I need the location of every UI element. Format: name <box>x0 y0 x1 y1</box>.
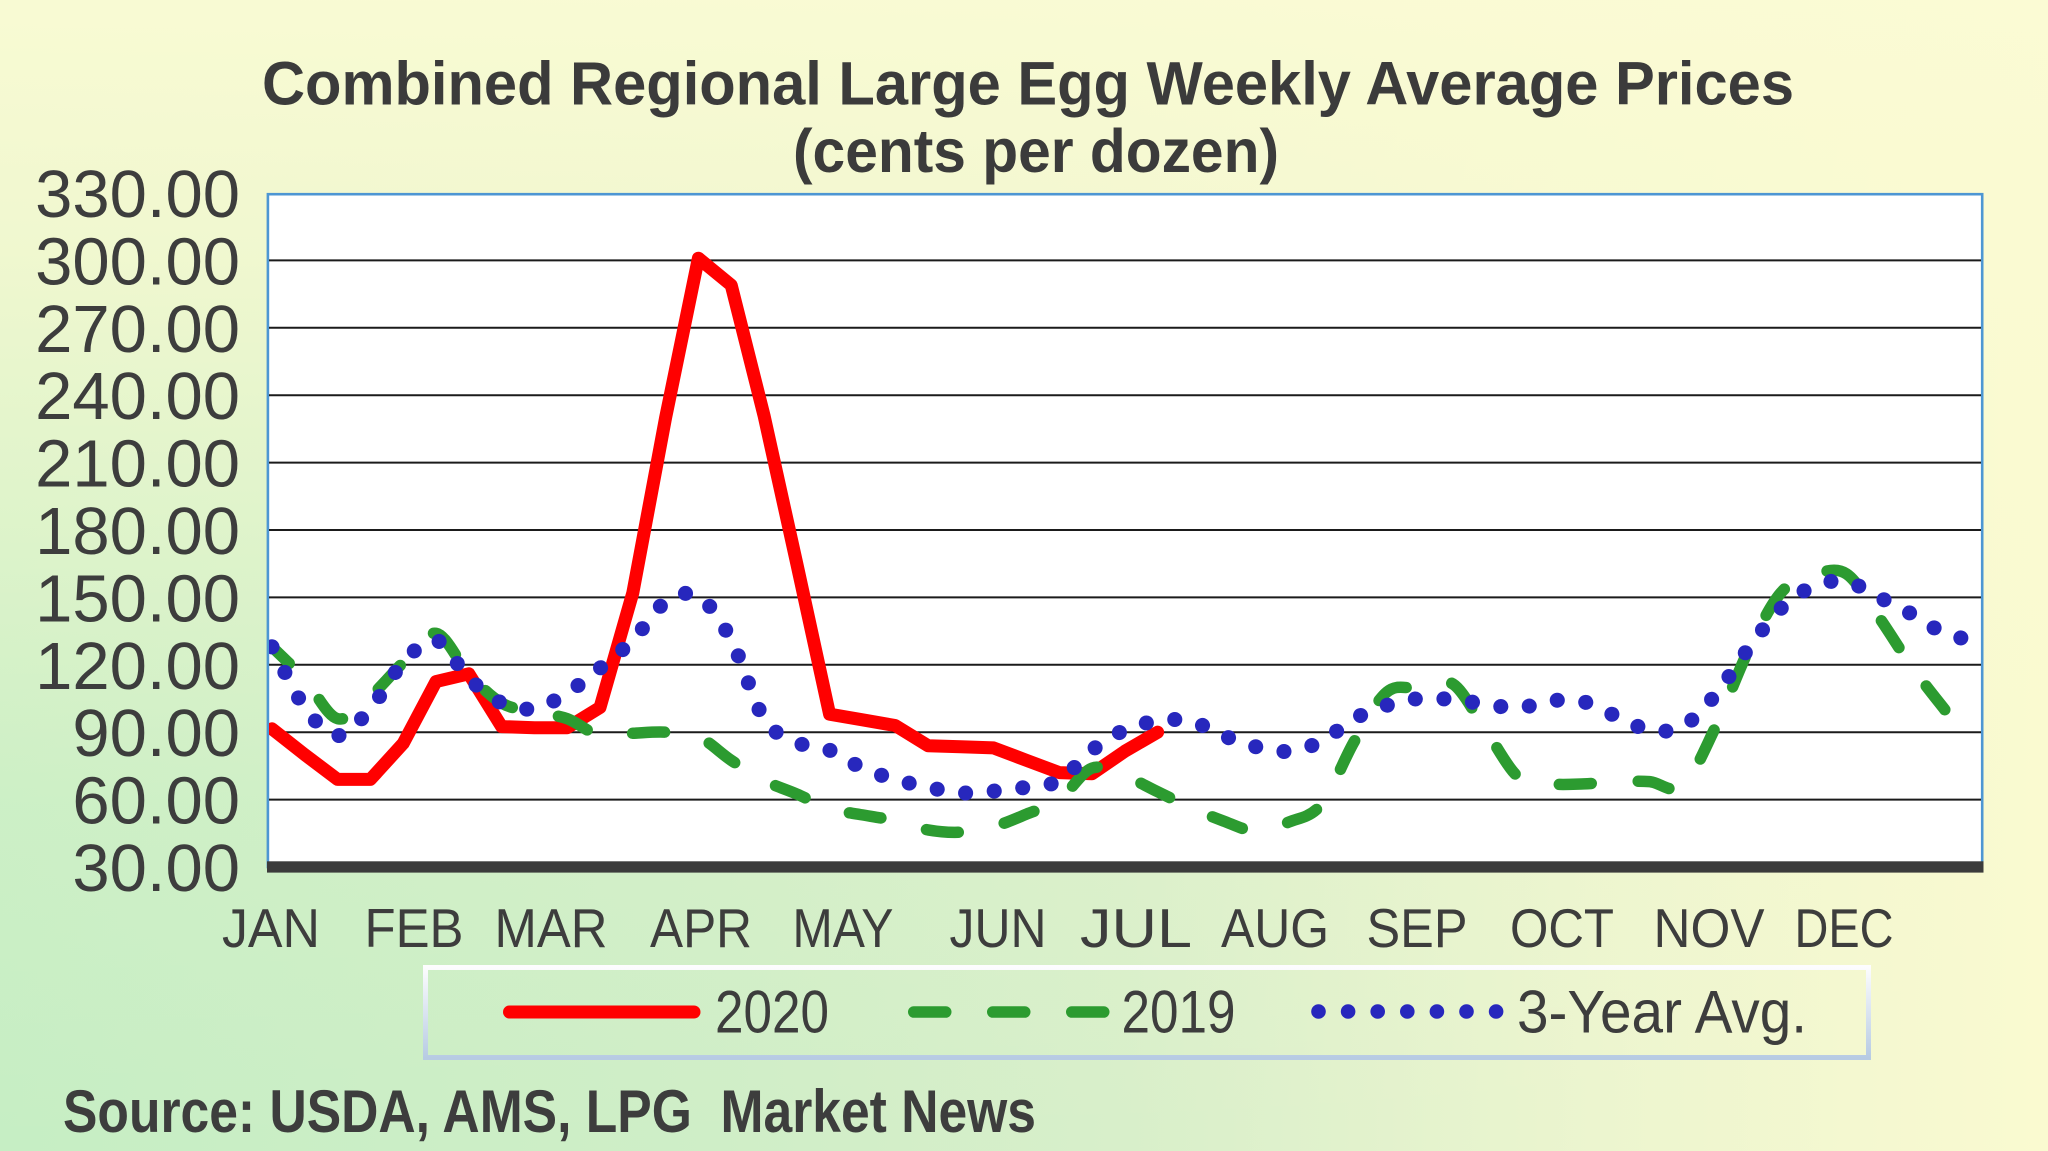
svg-text:JAN: JAN <box>222 897 320 959</box>
svg-text:AUG: AUG <box>1221 897 1329 959</box>
svg-text:300.00: 300.00 <box>35 224 240 299</box>
svg-text:2019: 2019 <box>1122 979 1236 1046</box>
svg-text:270.00: 270.00 <box>35 292 240 367</box>
svg-text:MAY: MAY <box>793 897 894 959</box>
svg-text:JUN: JUN <box>950 897 1047 959</box>
svg-text:MAR: MAR <box>495 897 608 959</box>
svg-text:90.00: 90.00 <box>72 696 240 771</box>
svg-text:240.00: 240.00 <box>35 359 240 434</box>
svg-text:3-Year Avg.: 3-Year Avg. <box>1517 979 1807 1046</box>
svg-text:SEP: SEP <box>1367 897 1468 959</box>
svg-text:FEB: FEB <box>365 897 464 959</box>
svg-text:30.00: 30.00 <box>72 831 240 906</box>
svg-text:330.00: 330.00 <box>35 157 240 232</box>
svg-text:OCT: OCT <box>1510 897 1614 959</box>
svg-text:120.00: 120.00 <box>35 629 240 704</box>
svg-text:APR: APR <box>650 897 752 959</box>
svg-text:2020: 2020 <box>715 979 829 1046</box>
svg-text:NOV: NOV <box>1654 897 1765 959</box>
svg-text:210.00: 210.00 <box>35 427 240 502</box>
svg-text:180.00: 180.00 <box>35 494 240 569</box>
svg-text:JUL: JUL <box>1080 897 1192 959</box>
svg-text:150.00: 150.00 <box>35 561 240 636</box>
svg-text:60.00: 60.00 <box>72 764 240 839</box>
svg-text:(cents per dozen): (cents per dozen) <box>793 117 1279 186</box>
svg-text:DEC: DEC <box>1795 897 1894 959</box>
svg-text:Source: USDA, AMS, LPG Market: Source: USDA, AMS, LPG Market News <box>63 1078 1036 1145</box>
svg-text:Combined Regional Large Egg We: Combined Regional Large Egg Weekly Avera… <box>262 50 1794 119</box>
